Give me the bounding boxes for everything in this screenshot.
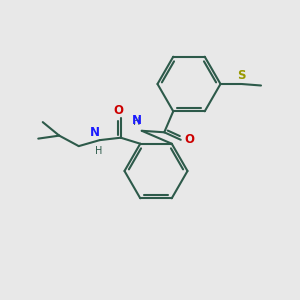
Text: N: N (132, 114, 142, 127)
Text: O: O (113, 104, 123, 117)
Text: H: H (95, 146, 103, 155)
Text: O: O (184, 133, 194, 146)
Text: H: H (133, 117, 140, 127)
Text: N: N (90, 126, 100, 139)
Text: S: S (238, 69, 246, 82)
